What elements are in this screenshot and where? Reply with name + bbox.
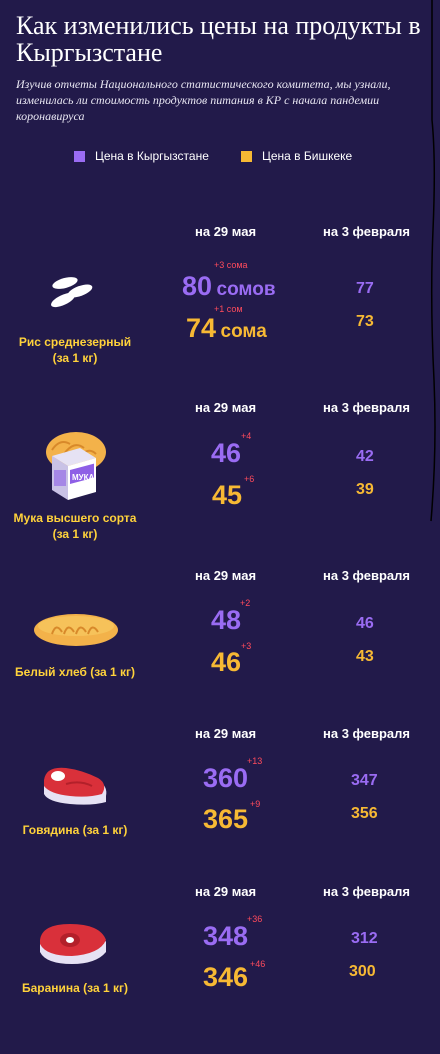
product-name: Рис среднезерный [18,335,132,349]
delta-bishkek: +3 [241,641,252,651]
column-header-may: на 29 мая [195,884,257,899]
price-kyrgyzstan-feb: 312 [351,930,378,947]
price-kyrgyzstan-may: 80 сомов [182,271,276,301]
legend: Цена в Кыргызстане Цена в Бишкеке [0,149,440,167]
product-name: Белый хлеб (за 1 кг) [14,665,136,679]
delta-bishkek: +6 [244,474,255,484]
price-unit: сомов [216,279,276,300]
delta-bishkek: +9 [250,799,261,809]
column-header-may: на 29 мая [195,400,257,415]
price-bishkek-feb: 43 [356,648,374,665]
price-kyrgyzstan-may: 46 [211,438,242,468]
price-bishkek-feb: 300 [349,963,376,980]
product-unit: (за 1 кг) [52,527,98,541]
price-kyrgyzstan-may: 348 [203,921,249,951]
product-label: Баранина (за 1 кг) [0,980,150,996]
column-header-may: на 29 мая [195,568,257,583]
delta-kyrgyzstan: +2 [240,598,251,608]
package-text: МУКА [72,473,95,482]
delta-kyrgyzstan: +3 сома [214,260,248,270]
product-unit: (за 1 кг) [52,351,98,365]
column-header-feb: на 3 февраля [323,568,410,583]
column-header-may: на 29 мая [195,726,257,741]
rice-icon [51,277,93,308]
price-kyrgyzstan-feb: 42 [356,448,374,465]
price-bishkek-may: 346 [203,962,249,992]
price-kyrgyzstan-may: 48 [211,605,242,635]
product-label: Мука высшего сорта (за 1 кг) [0,510,150,542]
product-label: Говядина (за 1 кг) [0,822,150,838]
product-row-flour: на 29 мая на 3 февраля МУКА Мука высшего… [0,400,440,570]
price-bishkek-feb: 39 [356,481,374,498]
column-header-feb: на 3 февраля [323,884,410,899]
column-header-feb: на 3 февраля [323,726,410,741]
price-bishkek-feb: 356 [351,805,378,822]
product-row-beef: на 29 мая на 3 февраля Говядина (за 1 кг… [0,726,440,896]
price-bishkek-may: 365 [203,804,249,834]
price-bishkek-feb: 73 [356,313,374,330]
product-label: Рис среднезерный (за 1 кг) [0,334,150,366]
price-kyrgyzstan-may: 360 [203,763,249,793]
legend-item-bishkek: Цена в Бишкеке [241,149,352,163]
price-kyrgyzstan-feb: 347 [351,772,378,789]
product-row-rice: на 29 мая на 3 февраля Рис среднезерный … [0,224,440,394]
column-header-feb: на 3 февраля [323,224,410,239]
delta-bishkek: +1 сом [214,304,243,314]
page-title: Как изменились цены на продукты в Кыргыз… [16,11,421,67]
product-label: Белый хлеб (за 1 кг) [0,664,150,680]
delta-kyrgyzstan: +36 [247,914,263,924]
price-bishkek-may: 46 [211,647,242,677]
delta-kyrgyzstan: +4 [241,431,252,441]
product-row-mutton: на 29 мая на 3 февраля Баранина (за 1 кг… [0,884,440,1054]
beef-icon [44,767,107,805]
product-row-bread: на 29 мая на 3 февраля Белый хлеб (за 1 … [0,568,440,738]
legend-item-kyrgyzstan: Цена в Кыргызстане [74,149,209,163]
bread-icon [34,614,118,646]
column-header-may: на 29 мая [195,224,257,239]
legend-swatch-kyrgyzstan [74,150,85,162]
price-bishkek-may: 45 [212,480,243,510]
decorative-border [430,0,436,522]
legend-label-kyrgyzstan: Цена в Кыргызстане [95,149,209,163]
delta-bishkek: +46 [250,959,266,969]
page-subtitle: Изучив отчеты Национального статистическ… [16,77,391,123]
product-name: Баранина (за 1 кг) [21,981,128,995]
price-kyrgyzstan-feb: 46 [356,615,374,632]
legend-swatch-bishkek [241,150,252,162]
price-bishkek-may: 74 сома [186,313,267,343]
legend-label-bishkek: Цена в Бишкеке [262,149,353,163]
column-header-feb: на 3 февраля [323,400,410,415]
price-unit: сома [220,321,267,342]
mutton-icon [40,924,106,964]
flour-icon: МУКА [46,432,106,500]
price-kyrgyzstan-feb: 77 [356,280,374,297]
product-name: Мука высшего сорта [13,511,137,525]
product-name: Говядина (за 1 кг) [22,823,128,837]
delta-kyrgyzstan: +13 [247,756,263,766]
